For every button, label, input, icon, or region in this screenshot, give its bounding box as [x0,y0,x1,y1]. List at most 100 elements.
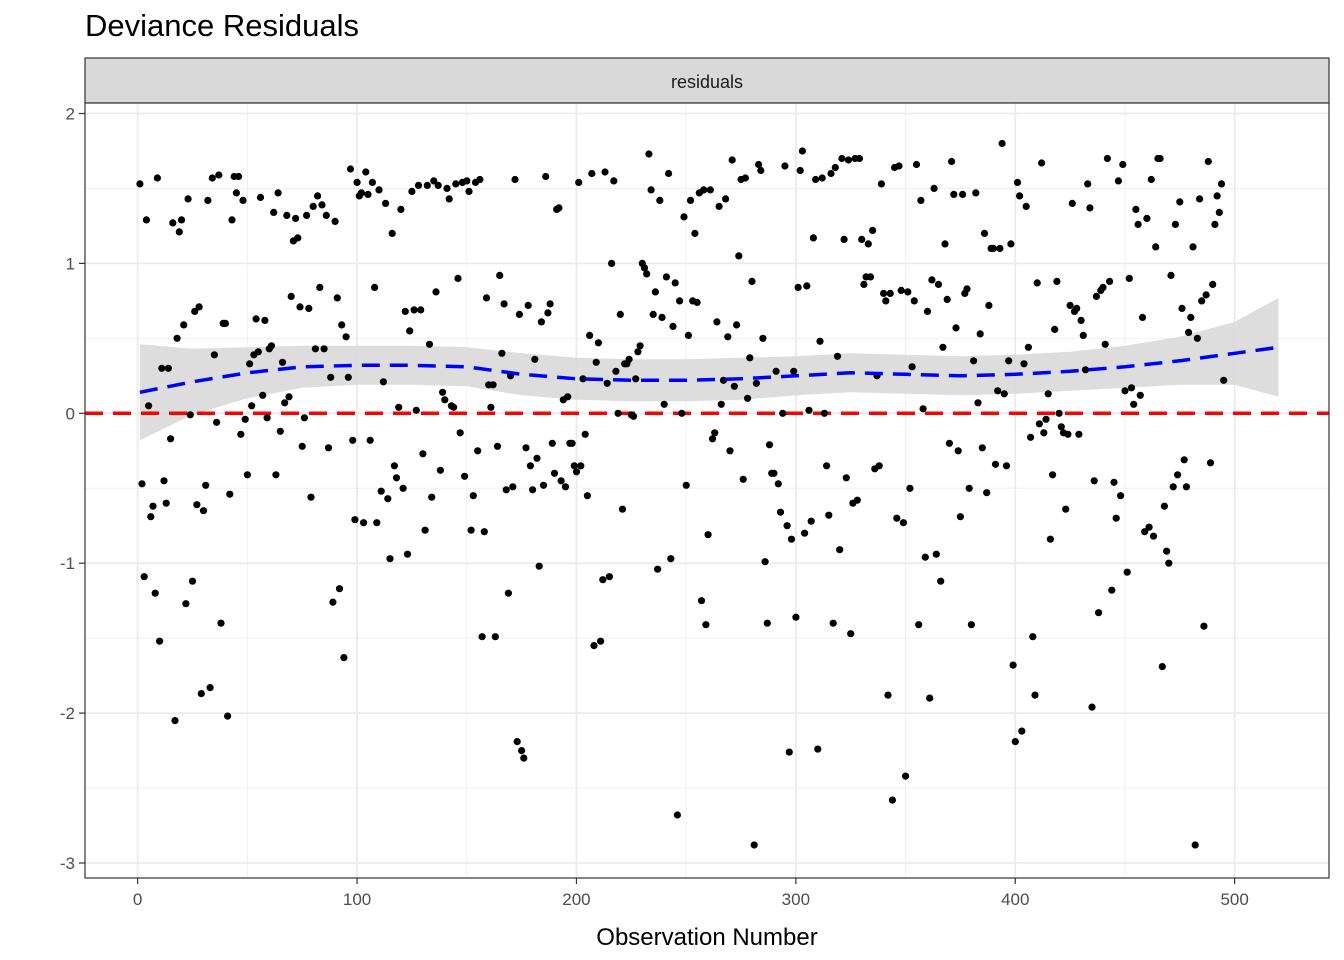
data-point [1217,180,1226,188]
data-point [382,199,390,207]
data-point [954,447,962,455]
data-point [1011,738,1019,746]
data-point [186,411,194,419]
data-point [419,450,427,458]
data-point [500,300,508,308]
data-point [1092,292,1100,300]
data-point [700,186,708,194]
data-point [583,492,592,500]
data-point [544,309,552,317]
data-point [206,684,214,692]
data-point [171,717,179,725]
data-point [1042,415,1050,423]
data-point [761,558,769,566]
data-point [1062,505,1070,513]
data-point [833,352,842,360]
data-point [226,490,234,498]
data-point [1165,559,1173,567]
data-point [906,484,914,492]
data-point [1121,387,1129,395]
data-point [142,216,150,224]
data-point [763,619,771,627]
data-point [366,436,374,444]
data-point [296,303,304,311]
data-point [1044,390,1052,398]
data-point [1077,316,1085,324]
data-point [377,487,385,495]
data-point [509,483,517,491]
data-point [1123,568,1131,576]
strip-background [84,57,1330,104]
data-point [836,546,844,554]
data-point [439,388,447,396]
data-point [520,754,528,762]
data-point [1099,283,1107,291]
data-point [504,589,512,597]
data-point [1084,180,1092,188]
data-point [945,439,954,447]
data-point [241,415,249,423]
data-point [397,205,405,213]
data-point [224,712,232,720]
data-point [825,511,833,519]
data-point [1013,178,1022,186]
data-point [750,841,758,849]
data-point [748,277,756,285]
data-point [303,211,311,219]
data-point [217,619,225,627]
data-point [177,216,186,224]
data-point [1112,514,1120,522]
data-point [917,196,925,204]
y-tick-label: -3 [60,854,75,873]
data-point [704,531,712,539]
data-point [818,174,826,182]
data-point [684,331,693,339]
data-point [263,414,271,422]
data-point [360,519,368,527]
data-point [632,375,640,383]
data-point [182,600,190,608]
data-point [491,633,499,641]
data-point [640,264,649,272]
data-point [801,529,809,537]
data-point [278,358,287,366]
data-point [790,367,798,375]
panel-background [85,103,1329,878]
data-point [682,481,690,489]
data-point [454,274,462,282]
data-point [546,300,554,308]
data-point [487,403,495,411]
data-point [1018,727,1026,735]
data-point [307,493,315,501]
data-point [671,279,679,287]
data-point [539,481,548,489]
data-point [1055,409,1063,417]
data-point [555,204,563,212]
data-point [956,513,965,521]
data-point [752,379,761,387]
data-point [272,471,280,479]
data-point [239,196,247,204]
data-point [1204,157,1212,166]
points-layer [136,139,1228,849]
data-point [1038,159,1046,167]
data-point [739,475,747,483]
data-point [1211,220,1219,228]
data-point [658,313,666,321]
data-point [351,516,359,524]
data-point [594,339,603,347]
data-point [399,484,407,492]
data-point [518,747,526,755]
data-point [445,195,453,203]
data-point [138,480,146,488]
data-point [1046,535,1054,543]
data-point [693,298,701,306]
data-point [662,273,671,281]
data-point [246,360,254,368]
data-point [853,496,861,504]
data-point [375,186,383,194]
data-point [469,492,477,500]
data-point [331,217,339,225]
data-point [884,691,892,699]
data-point [412,406,420,414]
